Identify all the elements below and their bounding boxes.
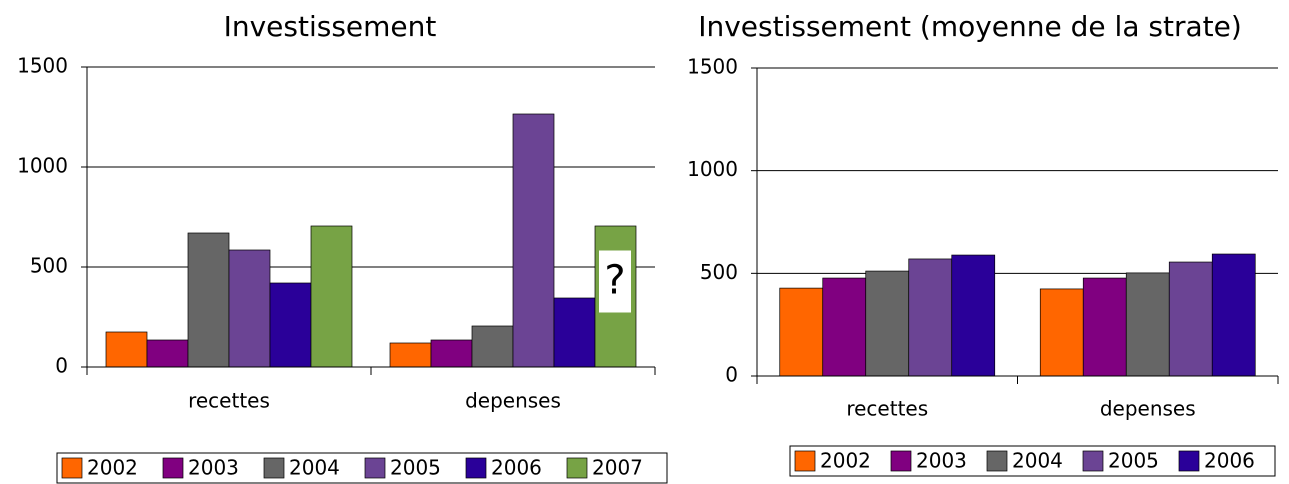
- bar: [865, 270, 910, 377]
- legend-label: 2004: [1012, 449, 1063, 473]
- bar: [430, 339, 473, 368]
- bar: [512, 113, 555, 368]
- bar: [269, 282, 312, 368]
- legend-label: 2005: [1108, 449, 1159, 473]
- bar: [908, 258, 953, 377]
- annotation-box: [599, 250, 631, 313]
- y-tick-label: 500: [700, 260, 738, 284]
- bar: [779, 287, 824, 377]
- legend-swatch: [794, 450, 816, 472]
- bar: [951, 254, 996, 377]
- legend-swatch: [61, 457, 83, 479]
- bar: [1211, 253, 1256, 377]
- bar: [1039, 288, 1084, 377]
- bar: [822, 277, 867, 377]
- legend-swatch: [986, 450, 1008, 472]
- legend-swatch: [566, 457, 588, 479]
- y-tick-label: 0: [55, 354, 68, 378]
- bar: [1082, 277, 1127, 377]
- y-tick-label: 0: [725, 363, 738, 387]
- legend-label: 2006: [491, 456, 542, 480]
- y-tick-label: 500: [30, 254, 68, 278]
- chart-title: Investissement: [224, 10, 437, 43]
- legend-swatch: [890, 450, 912, 472]
- bar: [228, 249, 271, 368]
- x-tick-label: depenses: [1100, 397, 1196, 421]
- legend-swatch: [1178, 450, 1200, 472]
- y-tick-label: 1500: [687, 55, 738, 79]
- y-tick-label: 1000: [687, 157, 738, 181]
- legend-swatch: [1082, 450, 1104, 472]
- legend-label: 2003: [188, 456, 239, 480]
- bar: [389, 342, 432, 368]
- legend-box: [56, 452, 668, 484]
- x-tick-label: recettes: [188, 389, 270, 413]
- legend-label: 2006: [1204, 449, 1255, 473]
- bar: [146, 339, 189, 368]
- y-tick-label: 1000: [17, 154, 68, 178]
- y-tick-label: 1500: [17, 54, 68, 78]
- legend-label: 2003: [916, 449, 967, 473]
- chart-title: Investissement (moyenne de la strate): [698, 10, 1242, 43]
- legend-swatch: [465, 457, 487, 479]
- legend-label: 2004: [289, 456, 340, 480]
- x-tick-label: recettes: [846, 397, 928, 421]
- annotation: ?: [604, 258, 625, 304]
- x-tick-label: depenses: [465, 389, 561, 413]
- bar: [310, 225, 353, 368]
- bar: [187, 232, 230, 368]
- bar: [1125, 272, 1170, 377]
- bar: [1168, 261, 1213, 377]
- legend-swatch: [364, 457, 386, 479]
- bar: [553, 297, 596, 368]
- legend-label: 2002: [87, 456, 138, 480]
- legend-label: 2007: [592, 456, 643, 480]
- legend-swatch: [263, 457, 285, 479]
- legend-swatch: [162, 457, 184, 479]
- bar: [471, 325, 514, 368]
- legend-label: 2005: [390, 456, 441, 480]
- legend-label: 2002: [820, 449, 871, 473]
- bar: [105, 331, 148, 368]
